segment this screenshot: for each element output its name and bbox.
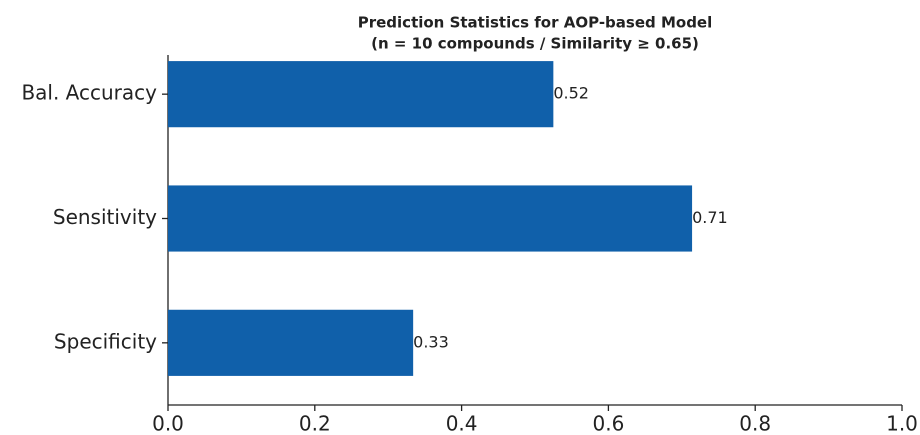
x-tick-label: 0.0 bbox=[152, 412, 184, 435]
x-tick-label: 1.0 bbox=[886, 412, 918, 435]
y-tick-label: Bal. Accuracy bbox=[21, 81, 157, 105]
bar bbox=[168, 309, 414, 376]
value-label: 0.52 bbox=[553, 84, 589, 103]
value-label: 0.71 bbox=[692, 208, 728, 227]
bar bbox=[168, 61, 554, 128]
x-tick-label: 0.8 bbox=[739, 412, 771, 435]
bar bbox=[168, 185, 693, 252]
x-tick-label: 0.2 bbox=[299, 412, 331, 435]
value-label: 0.33 bbox=[413, 332, 449, 351]
y-tick-label: Sensitivity bbox=[53, 205, 157, 229]
x-tick-label: 0.6 bbox=[592, 412, 624, 435]
y-tick-label: Specificity bbox=[54, 329, 157, 353]
chart-title: Prediction Statistics for AOP-based Mode… bbox=[358, 14, 713, 32]
x-tick-label: 0.4 bbox=[446, 412, 478, 435]
chart-subtitle: (n = 10 compounds / Similarity ≥ 0.65) bbox=[371, 35, 699, 53]
